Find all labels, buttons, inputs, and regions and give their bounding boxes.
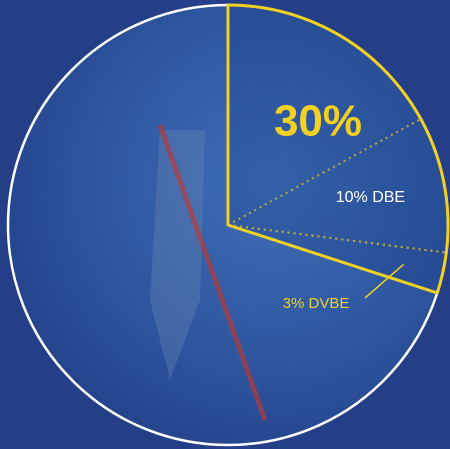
photo-structure <box>150 130 205 380</box>
slice-label: 3% DVBE <box>283 295 350 312</box>
photo-lift-arm <box>157 124 268 421</box>
slice-label: 10% DBE <box>336 189 405 206</box>
slice-label: 30% <box>274 97 362 146</box>
leader-line <box>364 263 405 299</box>
slice <box>226 3 450 295</box>
